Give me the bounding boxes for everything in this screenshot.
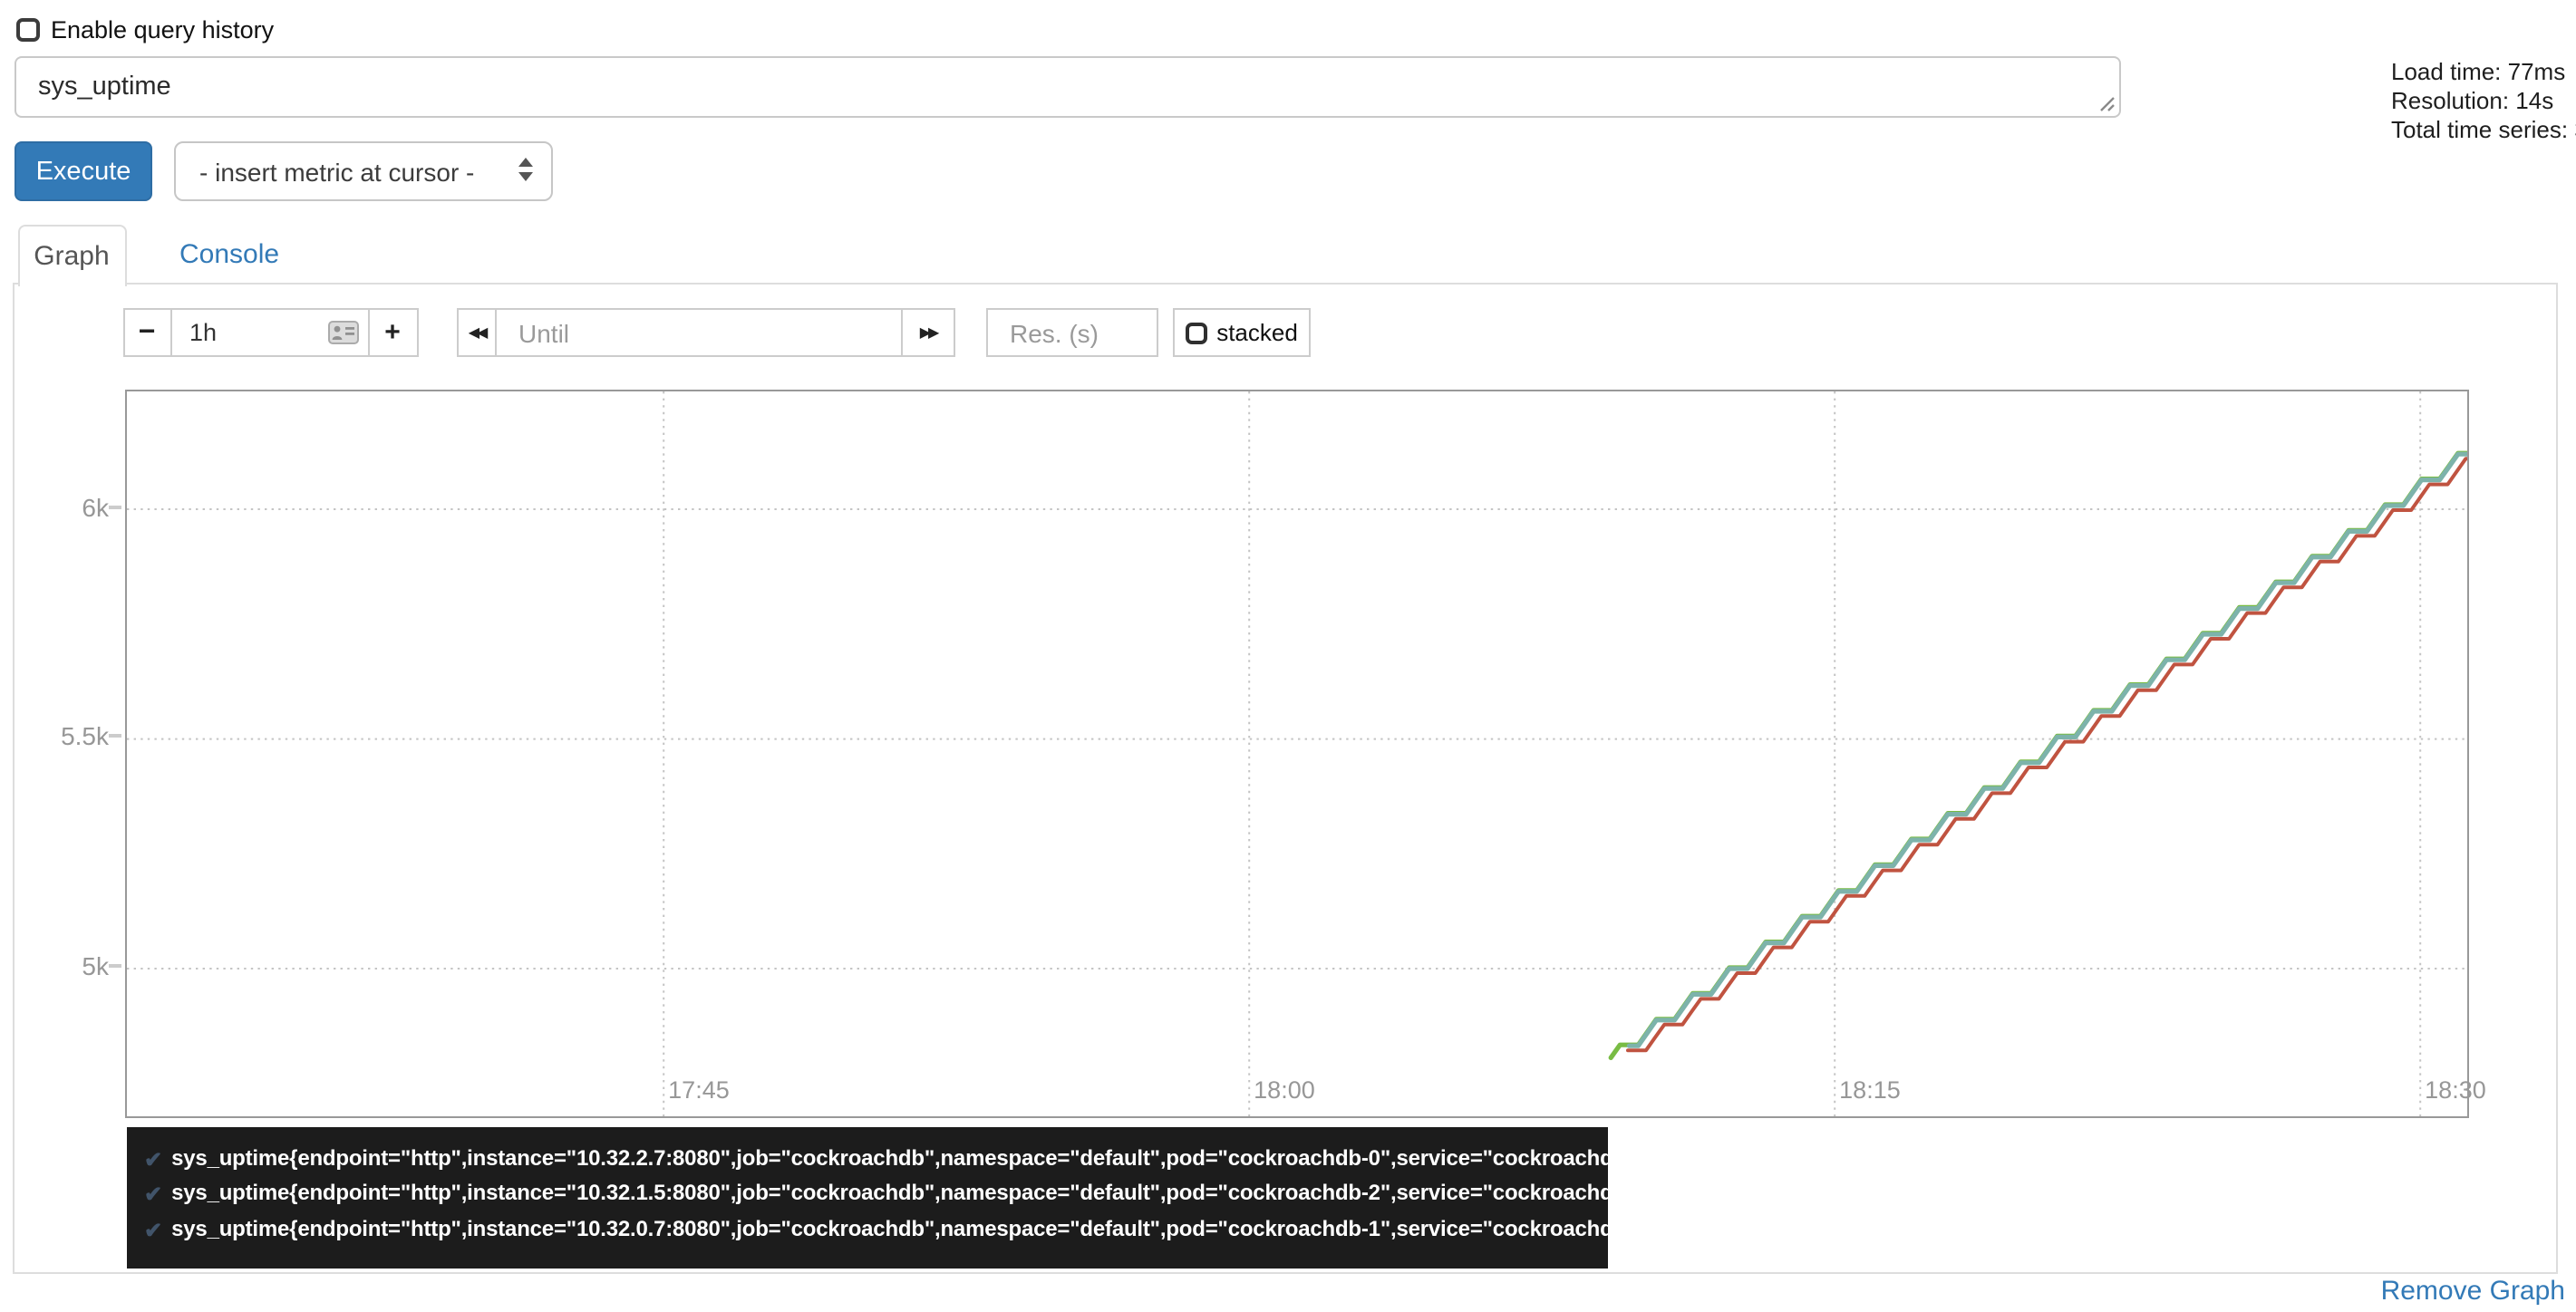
tab-console[interactable]: Console bbox=[152, 224, 306, 284]
execute-button[interactable]: Execute bbox=[15, 141, 152, 201]
fast-forward-icon: ▶▶ bbox=[919, 324, 940, 341]
graph-panel: − + ◀◀ ▶▶ stacked bbox=[12, 283, 2557, 1274]
plus-icon: + bbox=[384, 317, 401, 348]
chart-canvas bbox=[126, 391, 2466, 1115]
until-input[interactable] bbox=[495, 308, 903, 357]
legend-row-pod-cockroachdb-1[interactable]: ✔ sys_uptime{endpoint="http",instance="10… bbox=[144, 1215, 1607, 1250]
y-axis-tick-label: 5k bbox=[82, 951, 109, 980]
tab-graph[interactable]: Graph bbox=[17, 224, 126, 285]
autofill-contact-icon[interactable] bbox=[327, 321, 358, 344]
legend-series-label: sys_uptime{endpoint="http",instance="10.… bbox=[171, 1215, 1607, 1241]
query-input-value: sys_uptime bbox=[38, 72, 171, 101]
y-axis-tick-label: 5.5k bbox=[61, 721, 109, 751]
y-axis-tick-mark bbox=[109, 964, 121, 968]
y-axis-tick-label: 6k bbox=[82, 492, 109, 521]
x-axis-tick-label: 18:15 bbox=[1839, 1076, 1901, 1103]
legend-series-label: sys_uptime{endpoint="http",instance="10.… bbox=[171, 1145, 1607, 1171]
query-input[interactable]: sys_uptime bbox=[15, 56, 2121, 118]
series-line-pod-cockroachdb-0 bbox=[1625, 450, 2466, 1047]
legend-row-pod-cockroachdb-2[interactable]: ✔ sys_uptime{endpoint="http",instance="10… bbox=[144, 1181, 1607, 1216]
execute-button-label: Execute bbox=[35, 157, 131, 186]
y-axis-tick-mark bbox=[109, 505, 121, 508]
range-input-wrap bbox=[169, 308, 369, 357]
remove-graph-link[interactable]: Remove Graph bbox=[2380, 1276, 2565, 1307]
dropdown-arrows-icon bbox=[518, 158, 533, 181]
x-axis-tick-label: 18:30 bbox=[2425, 1076, 2486, 1103]
x-axis-tick-label: 18:00 bbox=[1254, 1076, 1315, 1103]
y-axis-tick-mark bbox=[109, 734, 121, 738]
textarea-resize-grip-icon[interactable] bbox=[2097, 94, 2116, 112]
time-step-forward-button[interactable]: ▶▶ bbox=[901, 308, 955, 357]
stacked-toggle[interactable]: stacked bbox=[1173, 308, 1311, 357]
query-stats: Load time: 77ms Resolution: 14s Total time… bbox=[2391, 58, 2576, 145]
minus-icon: − bbox=[138, 316, 156, 347]
stat-line: Total time series: 3 bbox=[2391, 116, 2576, 143]
legend-checkmark-icon[interactable]: ✔ bbox=[144, 1182, 163, 1208]
stat-line: Resolution: 14s bbox=[2391, 87, 2554, 114]
stat-line: Load time: 77ms bbox=[2391, 58, 2566, 85]
legend-series-label: sys_uptime{endpoint="http",instance="10.… bbox=[171, 1180, 1607, 1206]
x-axis-tick-label: 17:45 bbox=[668, 1076, 730, 1103]
stacked-label: stacked bbox=[1216, 319, 1298, 346]
tab-graph-label: Graph bbox=[34, 240, 110, 271]
series-line-pod-cockroachdb-1 bbox=[1625, 456, 2466, 1052]
insert-metric-dropdown[interactable]: - insert metric at cursor - bbox=[174, 141, 553, 201]
query-history-row: Enable query history bbox=[16, 16, 274, 43]
range-decrease-button[interactable]: − bbox=[122, 308, 171, 357]
resolution-input[interactable] bbox=[986, 308, 1158, 357]
legend-checkmark-icon[interactable]: ✔ bbox=[144, 1217, 163, 1243]
stacked-checkbox[interactable] bbox=[1186, 322, 1208, 343]
enable-query-history-checkbox[interactable] bbox=[16, 18, 40, 42]
range-increase-button[interactable]: + bbox=[367, 308, 418, 357]
chart-plot-area[interactable] bbox=[124, 389, 2468, 1117]
legend-row-pod-cockroachdb-0[interactable]: ✔ sys_uptime{endpoint="http",instance="10… bbox=[144, 1145, 1607, 1181]
legend-checkmark-icon[interactable]: ✔ bbox=[144, 1147, 163, 1172]
series-legend: ✔ sys_uptime{endpoint="http",instance="10… bbox=[126, 1127, 1607, 1269]
insert-metric-dropdown-value: - insert metric at cursor - bbox=[199, 157, 475, 186]
rewind-icon: ◀◀ bbox=[468, 324, 489, 341]
enable-query-history-label: Enable query history bbox=[51, 16, 275, 43]
tab-console-label: Console bbox=[179, 238, 280, 269]
time-step-back-button[interactable]: ◀◀ bbox=[457, 308, 497, 357]
